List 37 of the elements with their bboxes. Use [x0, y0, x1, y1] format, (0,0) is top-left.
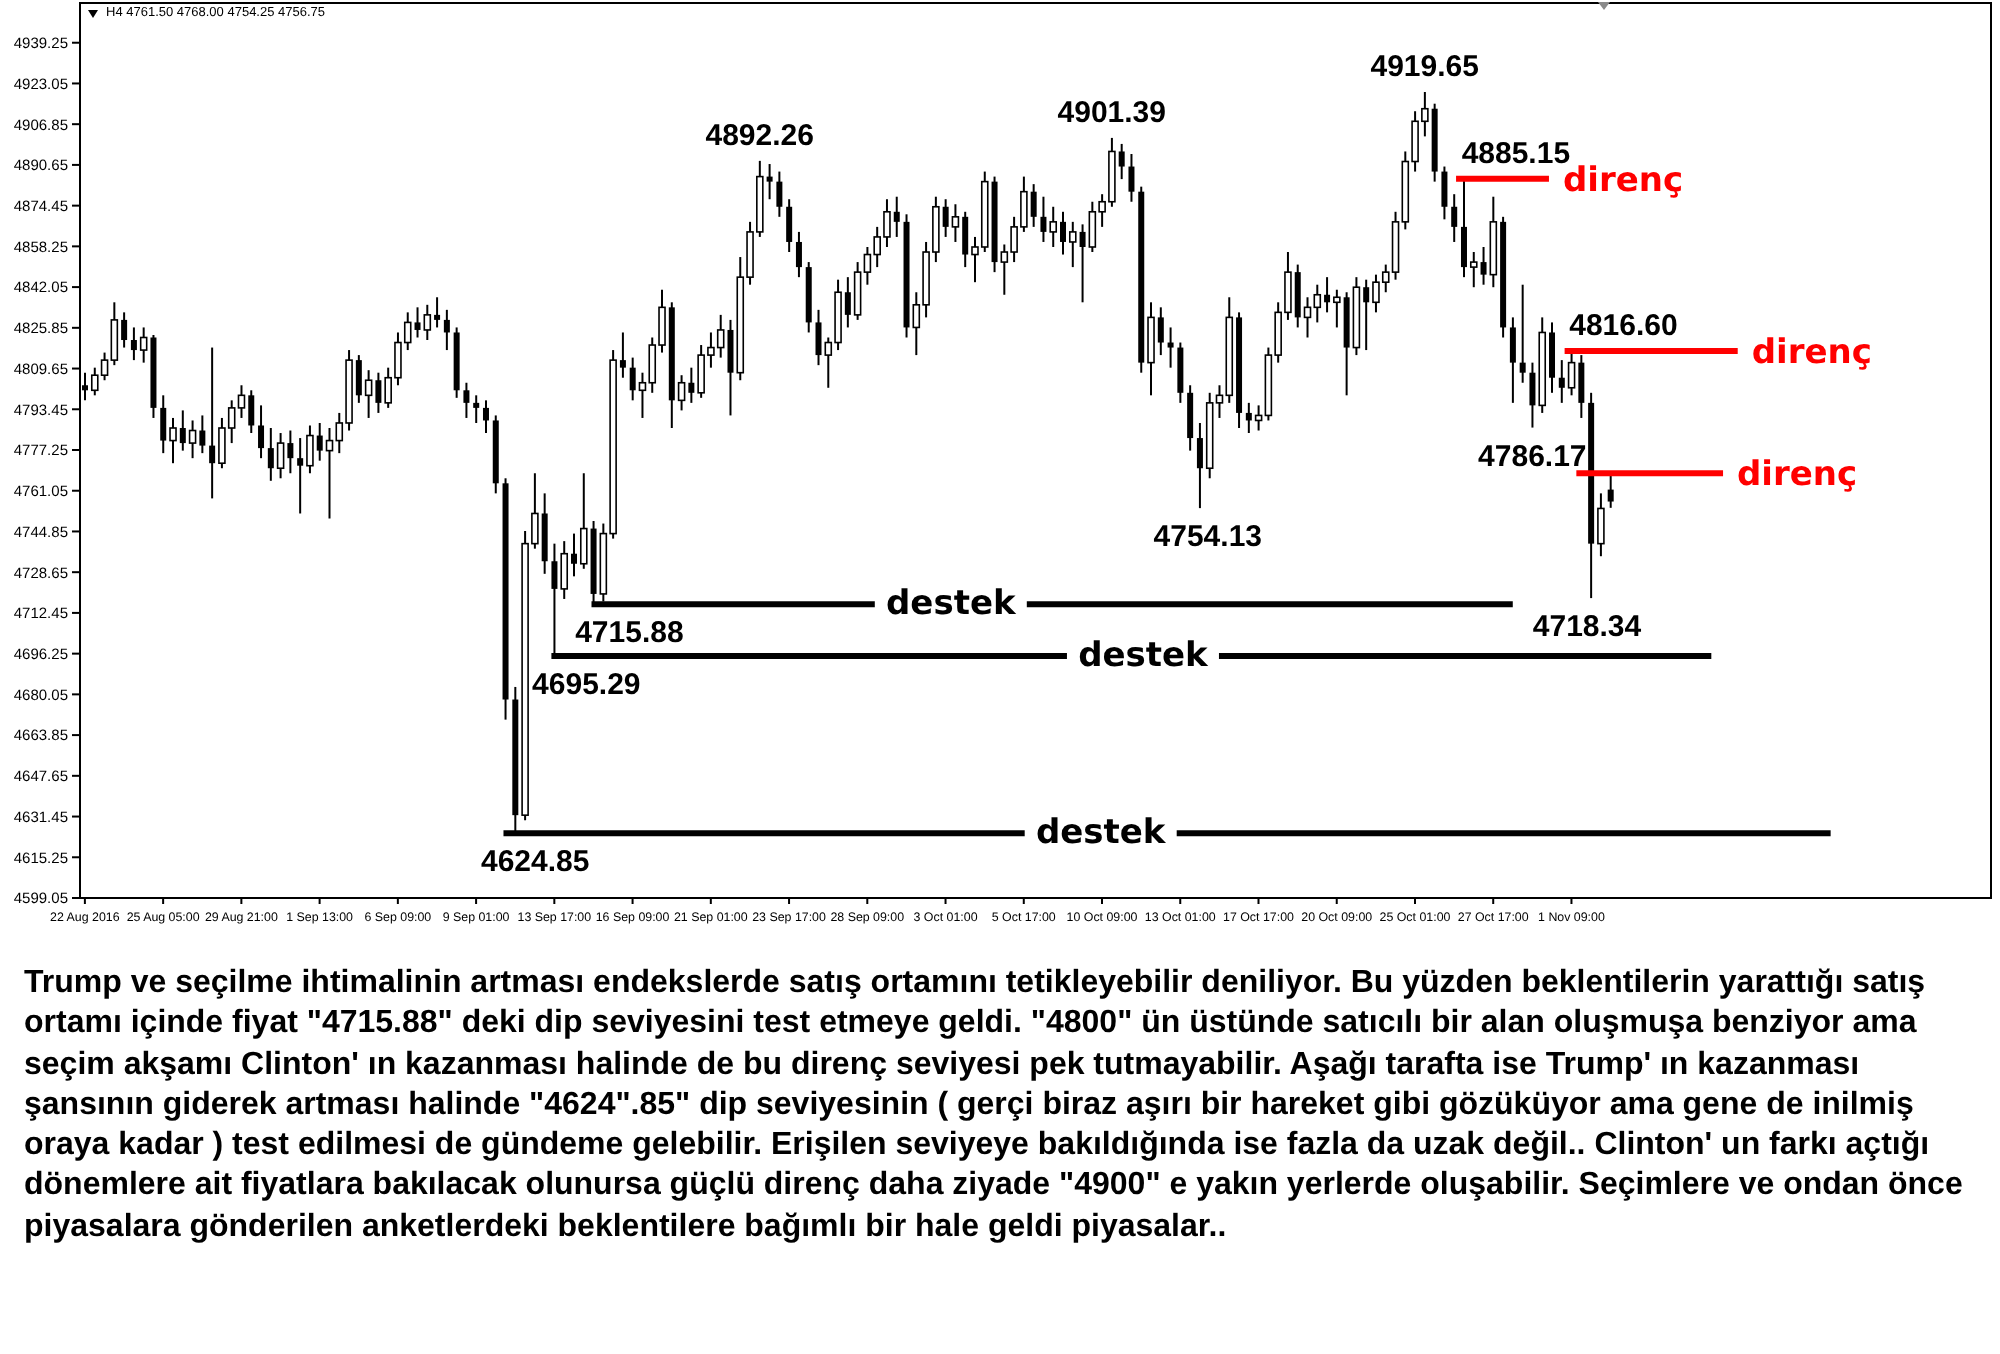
text: Trump ve seçilme ihtimalinin artması endekslerde satış ortamını tetikleyebilir deniliyor. Bu yüzden beklentilerin yarattığı satış ortamı içinde fiyat "4715.88" deki dip seviyesini test etmeye geldi. "4800" ün üstünde satıcılı bir alan oluşmuşa benziyor ama seçim akşamı Clinton' ın kazanması halinde de bu direnç seviyesi pek tutmayabilir. Aşağı tarafta ise Trump' ın kazanması şansının giderek artması halinde "4624".85" dip seviyesinin ( gerçi biraz aşırı bir hareket gibi gözüküyor ama gene de inilmiş oraya kadar ) test edilmesi de gündeme gelebilir. Erişilen seviyeye bakıldığında ise fazla da uzak değil.. Clinton' un farkı açtığı dönemlere ait fiyatlara bakılacak olunursa güçlü direnç daha ziyade "4900" e yakın yerlerde oluşabilir. Seçimlere ve ondan önce piyasalara gönderilen anketlerdeki beklentilere bağımlı bir hale geldi piyasalar..: [24, 964, 1965, 1248]
annotation: 4695.29: [532, 668, 641, 703]
candlestick: [1167, 326, 1174, 369]
candlestick: [258, 404, 265, 460]
annotation: 4715.88: [575, 616, 684, 651]
candlestick: [795, 230, 802, 279]
candlestick: [1567, 350, 1576, 397]
candlestick: [1177, 341, 1184, 404]
candlestick: [473, 394, 480, 424]
candlestick: [188, 419, 197, 460]
candlestick: [463, 381, 470, 419]
candlestick: [1607, 472, 1614, 509]
candlestick: [482, 399, 489, 435]
candlestick: [443, 308, 450, 352]
annotation: 4718.34: [1532, 610, 1643, 645]
candlestick: [1187, 384, 1194, 452]
annotation: 4624.85: [480, 845, 590, 880]
annotation: 4816.60: [1569, 309, 1678, 344]
annotation: 4892.26: [705, 118, 814, 153]
ref-line-label: destek: [886, 584, 1017, 625]
candlestick: [1451, 193, 1458, 243]
candlestick: [1128, 152, 1135, 203]
ref-line-label: destek: [1035, 813, 1167, 854]
candlestick: [276, 432, 285, 480]
candlestick: [1519, 283, 1526, 384]
candlestick: [1441, 165, 1448, 221]
candlestick: [423, 303, 432, 342]
annotation: 4754.13: [1153, 520, 1263, 555]
ref-line-label: destek: [1078, 636, 1210, 677]
candlestick: [776, 170, 783, 218]
annotation: 4919.65: [1370, 50, 1479, 84]
candlestick: [1509, 316, 1516, 404]
annotation: 4901.39: [1057, 95, 1167, 130]
ref-line-label: direnç: [1751, 332, 1872, 373]
annotation: 4786.17: [1478, 439, 1587, 474]
candlestick: [786, 198, 793, 254]
ref-line-label: direnç: [1737, 455, 1858, 496]
